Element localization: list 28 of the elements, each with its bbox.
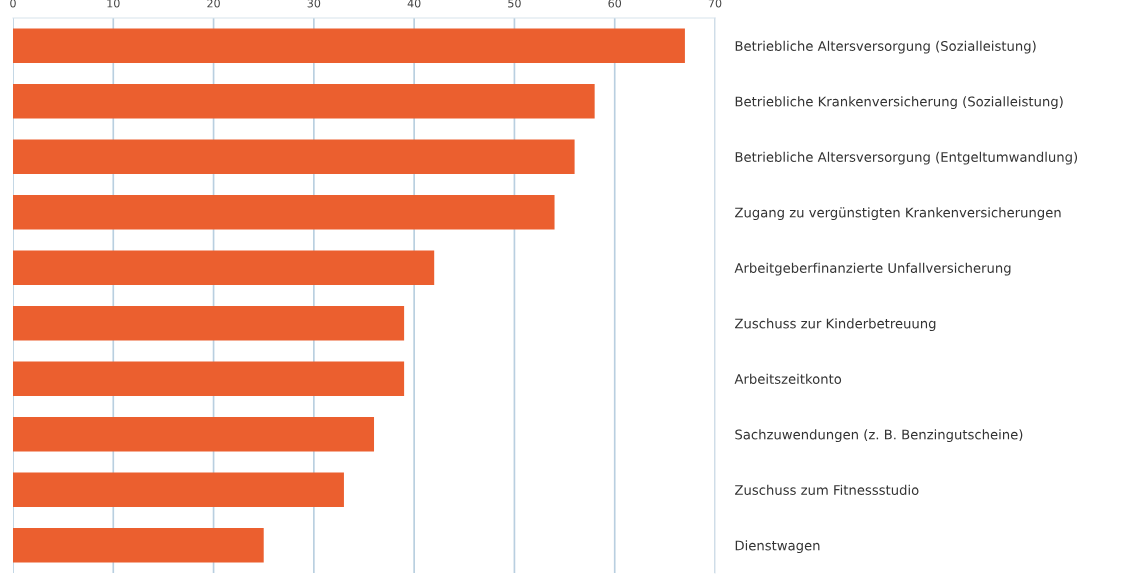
x-tick-label: 0: [10, 0, 16, 8]
y-tick-label: Sachzuwendungen (z. B. Benzingutscheine): [735, 429, 1023, 443]
y-tick-label: Betriebliche Altersversorgung (Sozialleistung): [735, 40, 1036, 54]
bar: [13, 361, 405, 396]
y-tick-label: Zugang zu vergünstigten Krankenversicherungen: [735, 207, 1061, 221]
bar: [13, 250, 435, 285]
bar: [13, 28, 685, 63]
y-tick-label: Betriebliche Altersversorgung (Entgeltumwandlung): [735, 151, 1078, 165]
bar: [13, 84, 595, 119]
y-tick-label: Zuschuss zum Fitnessstudio: [735, 484, 919, 495]
x-tick-label: 20: [207, 0, 220, 8]
x-tick-label: 70: [708, 0, 722, 8]
y-tick-label: Betriebliche Krankenversicherung (Sozialleistung): [735, 96, 1063, 110]
bar: [13, 195, 555, 230]
y-tick-label: Arbeitszeitkonto: [734, 373, 842, 384]
x-tick-label: 10: [107, 0, 120, 8]
y-tick-label: Arbeitgeberfinanzierte Unfallversicherung: [734, 262, 1011, 276]
bar: [13, 417, 375, 452]
x-tick-label: 50: [508, 0, 521, 8]
bar: [13, 306, 405, 341]
x-tick-label: 40: [407, 0, 421, 8]
bar: [13, 472, 344, 507]
bar: [13, 528, 264, 563]
bar: [13, 139, 575, 174]
y-tick-label: Dienstwagen: [735, 540, 820, 554]
y-tick-label: Zuschuss zur Kinderbetreuung: [735, 318, 936, 332]
x-tick-label: 30: [307, 0, 321, 8]
x-tick-label: 60: [608, 0, 622, 8]
